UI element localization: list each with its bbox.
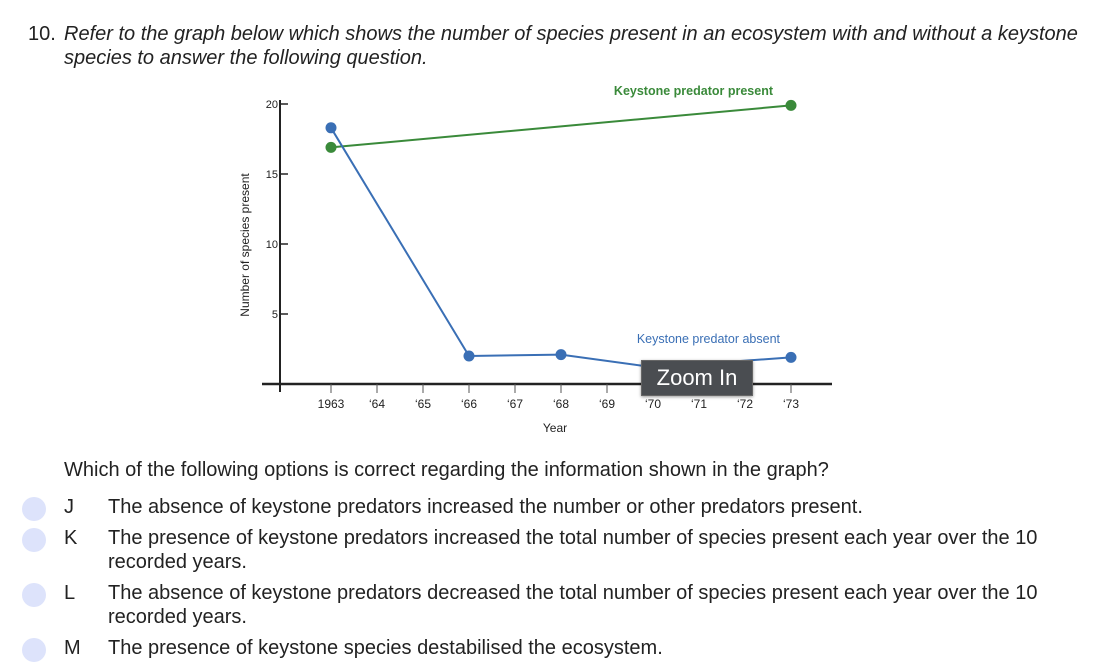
question-text: Refer to the graph below which shows the… xyxy=(64,23,1078,69)
data-point xyxy=(785,99,797,111)
question-prompt: Which of the following options is correc… xyxy=(64,459,829,481)
species-chart[interactable]: 5 10 15 20 1963 ‘64 ‘65 ‘66 ‘67 ‘68 ‘69 ‘70 ‘71 ‘72 ‘7… xyxy=(0,0,1120,460)
data-point xyxy=(463,350,475,362)
x-tick-label: ‘69 xyxy=(599,397,615,411)
radio-button[interactable] xyxy=(22,638,46,662)
y-tick-label: 5 xyxy=(272,309,278,321)
x-tick-label: ‘68 xyxy=(553,397,569,411)
y-tick-label: 15 xyxy=(266,169,278,181)
x-tick-label: ‘64 xyxy=(369,397,385,411)
option-text: The absence of keystone predators decrea… xyxy=(108,582,1038,628)
option-text: The presence of keystone species destabi… xyxy=(108,637,663,659)
zoom-in-tooltip[interactable]: Zoom In xyxy=(641,360,753,396)
y-tick-label: 10 xyxy=(266,239,278,251)
series-label: Keystone predator present xyxy=(614,84,774,98)
x-axis-label: Year xyxy=(543,421,567,435)
data-point xyxy=(325,122,337,134)
x-tick-label: ‘66 xyxy=(461,397,477,411)
x-tick-label: ‘67 xyxy=(507,397,523,411)
data-point xyxy=(325,141,337,153)
option-letter: J xyxy=(64,496,74,518)
radio-button[interactable] xyxy=(22,497,46,521)
y-tick-label: 20 xyxy=(266,99,278,111)
option-letter: K xyxy=(64,527,78,549)
question-number: 10. xyxy=(28,23,56,45)
x-tick-label: ‘65 xyxy=(415,397,431,411)
x-tick-label: 1963 xyxy=(318,397,345,411)
x-tick-label: ‘72 xyxy=(737,397,753,411)
option-text: The presence of keystone predators incre… xyxy=(108,527,1038,573)
data-point xyxy=(555,349,567,361)
x-tick-label: ‘70 xyxy=(645,397,661,411)
x-tick-label: ‘71 xyxy=(691,397,707,411)
data-point xyxy=(785,351,797,363)
radio-button[interactable] xyxy=(22,583,46,607)
option-letter: L xyxy=(64,582,76,604)
radio-button[interactable] xyxy=(22,528,46,552)
series-label: Keystone predator absent xyxy=(637,332,781,346)
series-line-present xyxy=(330,104,792,149)
option-text: The absence of keystone predators increa… xyxy=(108,496,863,518)
y-axis-label: Number of species present xyxy=(238,173,252,317)
x-tick-label: ‘73 xyxy=(783,397,799,411)
option-letter: M xyxy=(64,637,81,659)
